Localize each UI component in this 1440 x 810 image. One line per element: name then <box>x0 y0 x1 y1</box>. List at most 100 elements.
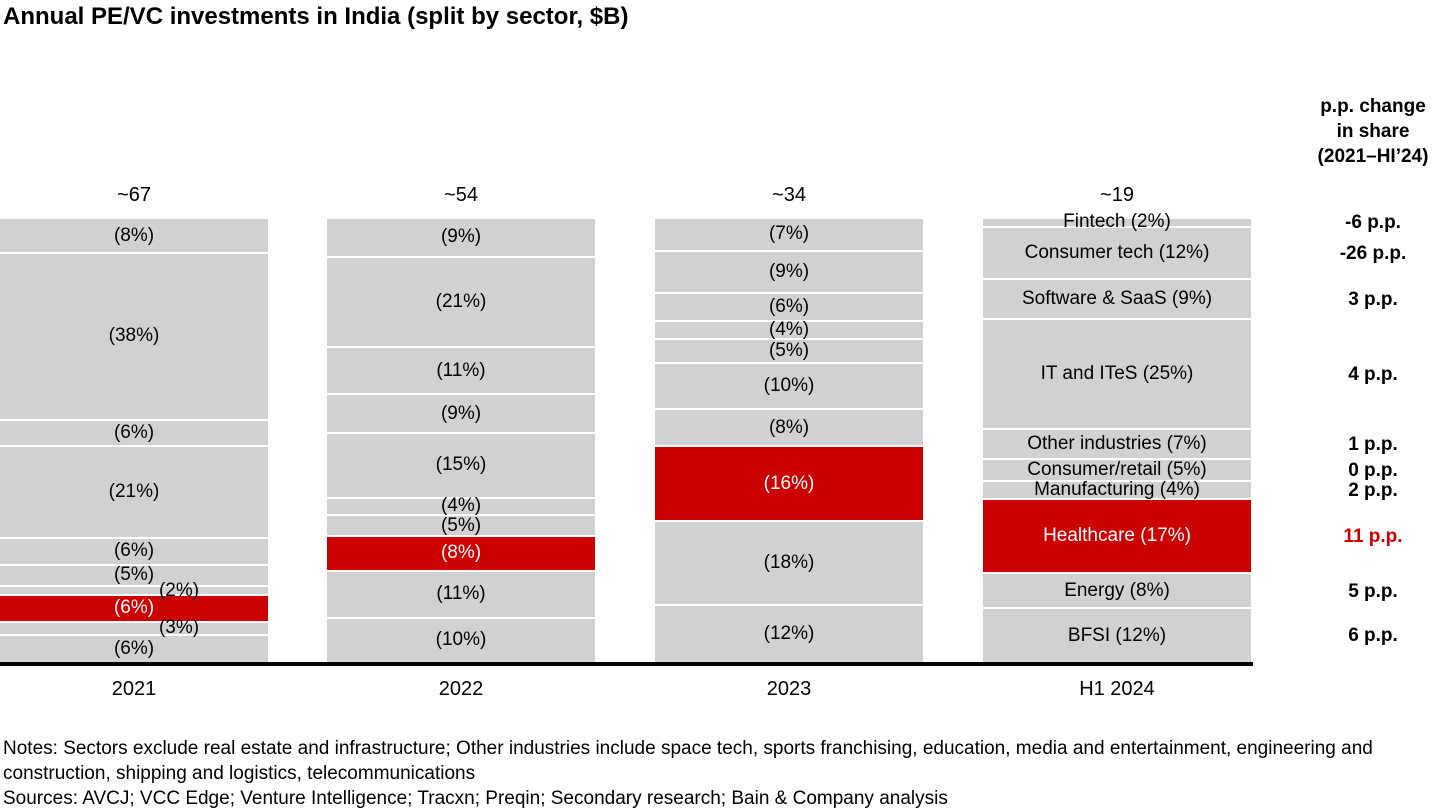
segment-label-h1-2024-consumer-retail: Consumer/retail (5%) <box>1027 459 1207 481</box>
bar-2023: (7%) (9%) (6%) (4%) (5%) (10%) (8%) (16%) (18%) (… <box>655 219 923 662</box>
segment-h1-2024-consumer-tech: Consumer tech (12%) <box>983 227 1251 281</box>
segment-2023-healthcare: (16%) <box>655 447 923 523</box>
segment-2022-energy: (11%) <box>327 571 595 619</box>
segment-label-2023-manufacturing: (8%) <box>768 416 810 438</box>
segment-h1-2024-fintech: Fintech (2%) <box>983 211 1251 232</box>
segment-label-2021-software-saas: (6%) <box>113 421 155 443</box>
segment-label-2021-other-industries: (6%) <box>113 540 155 562</box>
segment-label-2021-manufacturing: (2%) <box>158 579 200 601</box>
bar-total-h1-2024: ~19 <box>1100 184 1134 206</box>
segment-h1-2024-consumer-retail: Consumer/retail (5%) <box>983 459 1251 483</box>
segment-label-2023-energy: (18%) <box>763 552 815 574</box>
segment-2021-consumer-retail: (5%) <box>0 564 268 588</box>
segment-h1-2024-healthcare: Healthcare (17%) <box>983 499 1251 575</box>
notes-text: Notes: Sectors exclude real estate and i… <box>3 738 1373 784</box>
pp-change-manufacturing: 2 p.p. <box>1348 479 1398 501</box>
bar-total-2022: ~54 <box>444 184 478 206</box>
segment-2022-manufacturing: (5%) <box>327 514 595 538</box>
footnotes: Notes: Sectors exclude real estate and i… <box>3 736 1405 810</box>
segment-label-2021-consumer-tech: (38%) <box>108 325 160 347</box>
segment-label-2021-fintech: (8%) <box>113 224 155 246</box>
pp-change-header-line-1: p.p. change <box>1320 96 1426 117</box>
segment-2022-fintech: (9%) <box>327 219 595 258</box>
segment-2022-bfsi: (10%) <box>327 618 595 662</box>
segment-label-2021-consumer-retail: (5%) <box>113 564 155 586</box>
segment-2022-it-and-ites: (9%) <box>327 395 595 435</box>
pp-change-consumer-tech: -26 p.p. <box>1339 243 1407 265</box>
segment-label-2022-manufacturing: (5%) <box>440 514 482 536</box>
segment-h1-2024-other-industries: Other industries (7%) <box>983 429 1251 461</box>
segment-label-h1-2024-healthcare: Healthcare (17%) <box>1043 524 1191 546</box>
segment-h1-2024-manufacturing: Manufacturing (4%) <box>983 478 1251 500</box>
bar-2021: (8%) (38%) (6%) (21%) (6%) (5%) (2%) (6%) (3%) (6… <box>0 219 268 662</box>
segment-2023-software-saas: (6%) <box>655 293 923 322</box>
x-axis-label-2022: 2022 <box>438 678 484 700</box>
segment-label-2021-healthcare: (6%) <box>113 597 155 619</box>
segment-label-2022-healthcare: (8%) <box>440 542 482 564</box>
segment-2023-it-and-ites: (4%) <box>655 319 923 341</box>
segment-label-h1-2024-other-industries: Other industries (7%) <box>1027 432 1207 454</box>
segment-label-h1-2024-software-saas: Software & SaaS (9%) <box>1021 288 1213 310</box>
segment-2023-consumer-tech: (9%) <box>655 251 923 294</box>
segment-label-h1-2024-energy: Energy (8%) <box>1064 579 1170 601</box>
segment-label-2022-consumer-tech: (21%) <box>435 290 487 312</box>
segment-2021-it-and-ites: (21%) <box>0 447 268 540</box>
segment-label-2023-consumer-tech: (9%) <box>768 260 810 282</box>
bar-2022: (9%) (21%) (11%) (9%) (15%) (4%) (5%) (8%) (11%)… <box>327 219 595 662</box>
segment-label-h1-2024-fintech: Fintech (2%) <box>1063 211 1171 233</box>
segment-2021-fintech: (8%) <box>0 219 268 255</box>
segment-2022-consumer-tech: (21%) <box>327 257 595 349</box>
segment-label-2021-energy: (3%) <box>158 617 200 639</box>
segment-label-2022-fintech: (9%) <box>440 226 482 248</box>
segment-label-2021-it-and-ites: (21%) <box>108 481 160 503</box>
sources-text: Sources: AVCJ; VCC Edge; Venture Intelli… <box>3 788 948 809</box>
segment-h1-2024-software-saas: Software & SaaS (9%) <box>983 280 1251 320</box>
segment-label-2023-fintech: (7%) <box>768 223 810 245</box>
segment-2021-consumer-tech: (38%) <box>0 254 268 421</box>
segment-2021-software-saas: (6%) <box>0 420 268 448</box>
pp-change-software-saas: 3 p.p. <box>1348 289 1398 311</box>
segment-2021-manufacturing: (2%) <box>0 580 268 601</box>
segment-label-h1-2024-consumer-tech: Consumer tech (12%) <box>1024 242 1210 264</box>
segment-h1-2024-bfsi: BFSI (12%) <box>983 609 1251 662</box>
segment-label-2022-energy: (11%) <box>436 583 486 605</box>
segment-2023-bfsi: (12%) <box>655 606 923 662</box>
segment-2023-fintech: (7%) <box>655 219 923 252</box>
segment-2023-consumer-retail: (10%) <box>655 363 923 411</box>
segment-2022-software-saas: (11%) <box>327 348 595 396</box>
segment-label-2022-other-industries: (15%) <box>435 454 487 476</box>
segment-label-2022-bfsi: (10%) <box>435 629 487 651</box>
pp-change-fintech: -6 p.p. <box>1345 212 1401 234</box>
pp-change-healthcare: 11 p.p. <box>1343 525 1403 547</box>
pp-change-it-and-ites: 4 p.p. <box>1348 363 1398 385</box>
segment-2021-energy: (3%) <box>0 617 268 638</box>
x-axis-label-2023: 2023 <box>766 678 812 700</box>
segment-label-h1-2024-bfsi: BFSI (12%) <box>1067 624 1167 646</box>
pp-change-consumer-retail: 0 p.p. <box>1348 460 1398 482</box>
segment-label-2023-bfsi: (12%) <box>763 623 815 644</box>
segment-label-2022-software-saas: (11%) <box>436 359 486 381</box>
pp-change-other-industries: 1 p.p. <box>1348 433 1398 455</box>
segment-label-2023-consumer-retail: (10%) <box>763 374 815 396</box>
segment-2021-other-industries: (6%) <box>0 539 268 566</box>
pp-change-header-line-2: in share <box>1336 121 1410 142</box>
x-axis-label-h1-2024: H1 2024 <box>1079 678 1155 700</box>
segment-label-h1-2024-manufacturing: Manufacturing (4%) <box>1034 478 1200 500</box>
bar-h1-2024: Fintech (2%) Consumer tech (12%) Software … <box>983 211 1251 662</box>
segment-2022-consumer-retail: (4%) <box>327 495 595 516</box>
segment-2022-healthcare: (8%) <box>327 537 595 572</box>
segment-label-2021-bfsi: (6%) <box>113 637 155 659</box>
pp-change-header: p.p. change in share (2021–HI’24) <box>1303 94 1440 169</box>
chart-title: Annual PE/VC investments in India (split… <box>3 3 629 30</box>
x-axis-line <box>0 662 1253 666</box>
x-axis-label-2021: 2021 <box>111 678 157 700</box>
segment-label-2022-it-and-ites: (9%) <box>440 402 482 424</box>
segment-2022-other-industries: (15%) <box>327 434 595 499</box>
segment-h1-2024-it-and-ites: IT and ITeS (25%) <box>983 319 1251 430</box>
bar-total-2021: ~67 <box>117 184 151 206</box>
segment-2023-other-industries: (5%) <box>655 340 923 364</box>
pp-change-energy: 5 p.p. <box>1348 580 1398 602</box>
pp-change-header-line-3: (2021–HI’24) <box>1317 146 1429 167</box>
